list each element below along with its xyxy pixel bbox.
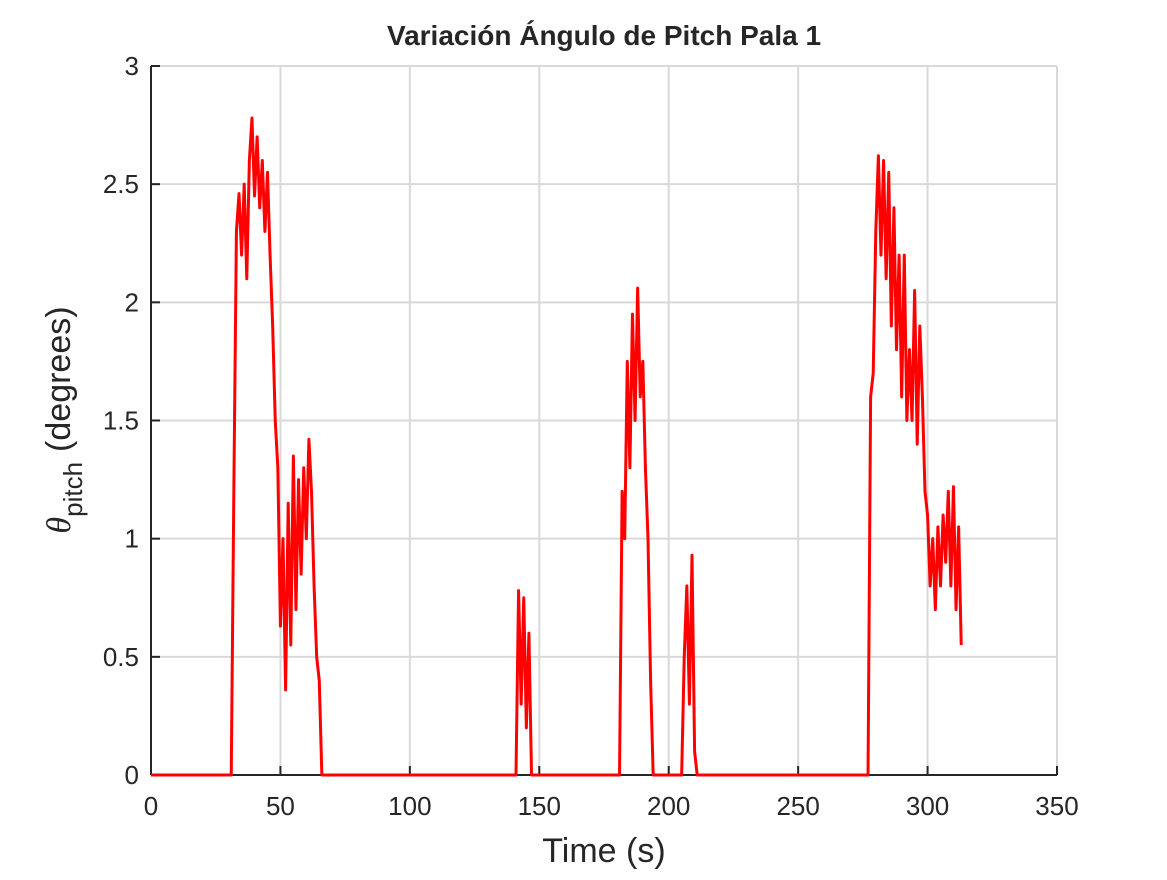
x-axis-label: Time (s) [542,832,665,870]
y-tick-label: 1.5 [103,406,139,436]
y-tick-label: 3 [125,51,139,81]
x-tick-label: 50 [266,791,295,821]
x-tick-label: 100 [388,791,431,821]
y-tick-label: 0.5 [103,642,139,672]
y-tick-label: 1 [125,524,139,554]
y-tick-label: 0 [125,760,139,790]
y-axis-label: θpitch (degrees) [40,306,88,533]
y-tick-label: 2 [125,287,139,317]
x-tick-label: 0 [144,791,158,821]
x-tick-label: 150 [518,791,561,821]
y-label-symbol: θ [41,517,78,534]
x-tick-label: 200 [647,791,690,821]
y-label-subscript: pitch [58,462,88,517]
x-tick-label: 350 [1035,791,1078,821]
data-line [151,116,963,777]
x-tick-label: 250 [776,791,819,821]
chart-title: Variación Ángulo de Pitch Pala 1 [387,20,821,51]
x-tick-label: 300 [906,791,949,821]
y-label-text: (degrees) [40,306,78,452]
y-tick-label: 2.5 [103,169,139,199]
